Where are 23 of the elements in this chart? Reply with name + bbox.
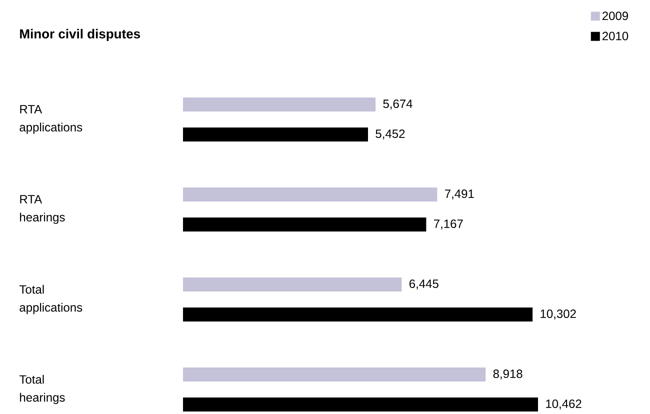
bar xyxy=(183,367,486,382)
legend-label: 2010 xyxy=(602,32,628,40)
bar xyxy=(183,217,426,232)
data-label: 8,918 xyxy=(493,370,522,380)
bar xyxy=(183,307,533,322)
y-tick-label: RTA applications xyxy=(20,105,82,134)
chart-title: Minor civil disputes xyxy=(20,28,140,42)
legend-label: 2009 xyxy=(602,12,628,20)
y-tick-label: RTA hearings xyxy=(20,195,65,224)
data-label: 10,462 xyxy=(546,400,582,410)
data-label: 5,674 xyxy=(383,100,412,110)
data-label: 7,491 xyxy=(445,190,474,200)
bar xyxy=(183,98,376,112)
bar xyxy=(183,187,438,202)
y-tick-label: Total hearings xyxy=(19,374,65,404)
data-label: 10,302 xyxy=(540,310,576,320)
bar xyxy=(183,127,368,142)
bar xyxy=(183,277,402,292)
data-label: 7,167 xyxy=(434,220,463,230)
bar xyxy=(183,397,538,412)
data-label: 5,452 xyxy=(376,130,405,140)
data-label: 6,445 xyxy=(410,280,438,290)
y-tick-label: Total applications xyxy=(19,284,82,314)
